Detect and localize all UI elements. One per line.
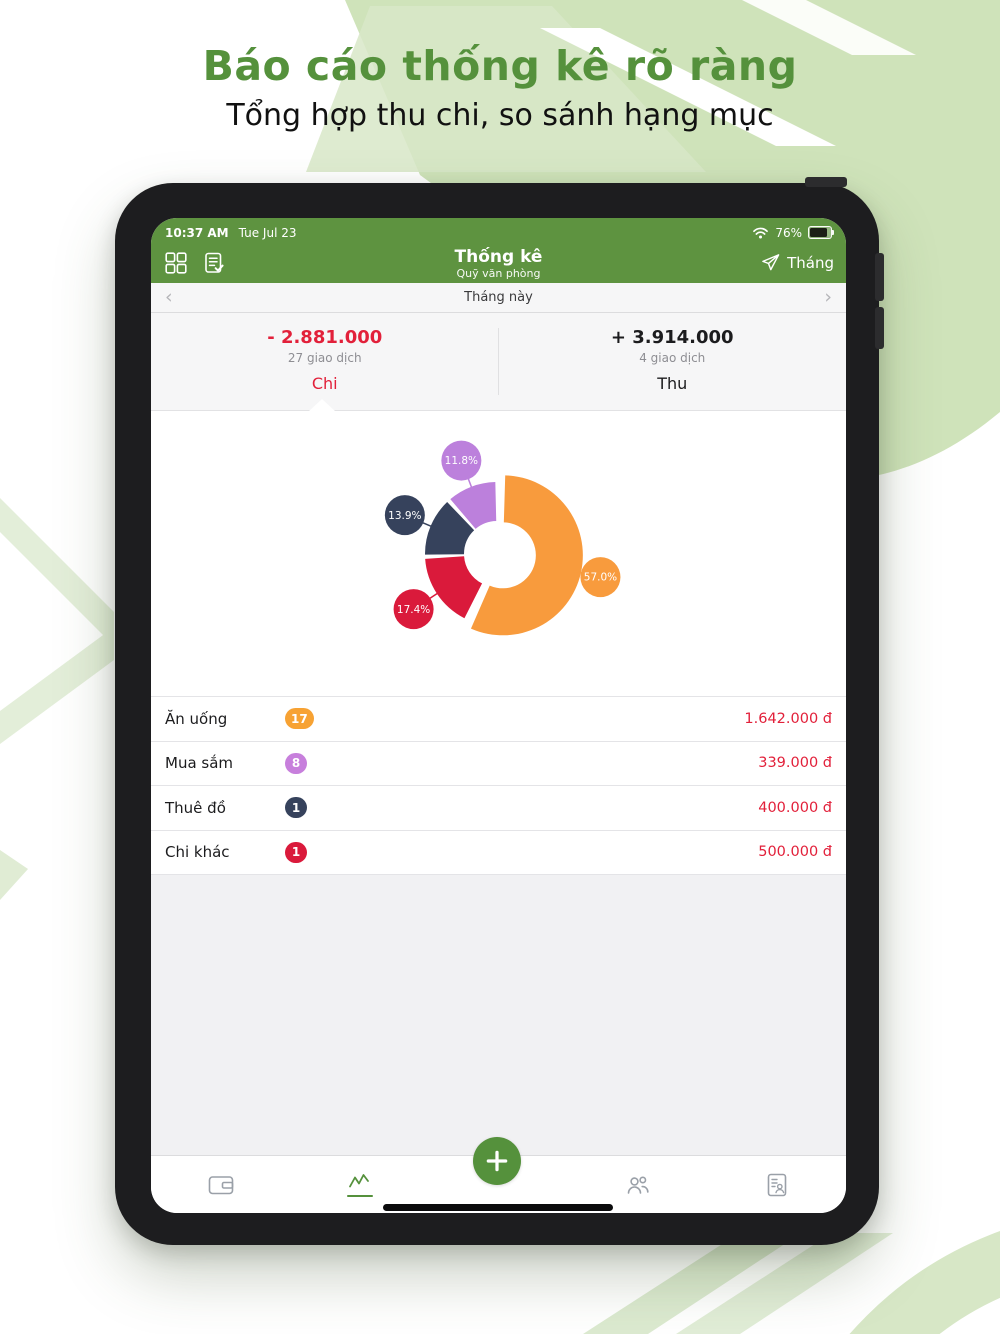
percent-bubble: [384, 495, 425, 536]
selected-tab-underline: [346, 1194, 373, 1198]
prev-period-chevron[interactable]: ‹: [165, 286, 173, 308]
category-row[interactable]: Thuê đồ 1 400.000 đ: [151, 786, 846, 831]
battery-percent: 76%: [775, 225, 802, 240]
category-count-badge: 1: [285, 841, 307, 863]
percent-label: 13.9%: [388, 510, 421, 522]
category-count-badge: 1: [285, 797, 307, 819]
home-indicator[interactable]: [383, 1204, 613, 1211]
nav-bar: Thống kê Quỹ văn phòng Tháng: [151, 245, 846, 283]
donut-slice: [450, 482, 497, 529]
contacts-icon: [767, 1173, 786, 1196]
selected-tab-notch: [309, 399, 335, 411]
send-icon: [762, 254, 780, 271]
status-bar: 10:37 AM Tue Jul 23 76%: [151, 218, 846, 245]
percent-label: 57.0%: [584, 572, 617, 584]
category-name: Ăn uống: [165, 709, 228, 728]
percent-label: 17.4%: [397, 604, 430, 616]
category-amount: 339.000 đ: [758, 755, 832, 772]
expense-tab[interactable]: - 2.881.000 27 giao dịch Chi: [151, 313, 499, 410]
category-name: Chi khác: [165, 843, 230, 862]
tab-bar: [151, 1137, 846, 1213]
category-amount: 400.000 đ: [758, 799, 832, 816]
hero: Báo cáo thống kê rõ ràng Tổng hợp thu ch…: [0, 0, 1000, 136]
status-date: Tue Jul 23: [238, 225, 297, 240]
tab-wallet[interactable]: [151, 1156, 290, 1213]
volume-down-button: [875, 307, 884, 349]
category-row[interactable]: Mua sắm 8 339.000 đ: [151, 742, 846, 786]
status-time: 10:37 AM: [165, 225, 229, 240]
wifi-icon: [753, 227, 769, 239]
summary-section: - 2.881.000 27 giao dịch Chi + 3.914.000…: [151, 313, 846, 411]
income-label: Thu: [657, 374, 688, 393]
donut-slice: [470, 475, 583, 636]
income-tab[interactable]: + 3.914.000 4 giao dịch Thu: [499, 313, 847, 410]
volume-up-button: [875, 253, 884, 301]
power-button: [805, 177, 847, 187]
percent-bubble: [580, 557, 621, 598]
percent-label: 11.8%: [445, 455, 478, 467]
category-list: Ăn uống 17 1.642.000 đ Mua sắm 8 339.000…: [151, 696, 846, 875]
period-mode-button[interactable]: Tháng: [761, 253, 834, 272]
battery-icon: [808, 226, 834, 239]
wallet-icon: [208, 1175, 233, 1194]
period-row[interactable]: ‹ Tháng này ›: [151, 283, 846, 313]
category-name: Thuê đồ: [165, 798, 226, 817]
category-count-badge: 17: [285, 708, 314, 730]
tab-contacts[interactable]: [707, 1156, 846, 1213]
chart-icon: [348, 1173, 369, 1188]
ipad-frame: 10:37 AM Tue Jul 23 76%: [115, 177, 884, 1245]
category-row[interactable]: Ăn uống 17 1.642.000 đ: [151, 697, 846, 742]
income-amount: + 3.914.000: [610, 327, 734, 348]
plus-icon: [486, 1150, 508, 1172]
category-row[interactable]: Chi khác 1 500.000 đ: [151, 831, 846, 875]
category-name: Mua sắm: [165, 754, 234, 773]
percent-bubble: [393, 589, 434, 630]
income-count: 4 giao dịch: [639, 351, 706, 365]
category-amount: 500.000 đ: [758, 844, 832, 861]
summary-divider: [498, 328, 499, 395]
page-subtitle: Quỹ văn phòng: [456, 267, 541, 280]
hero-title: Báo cáo thống kê rõ ràng: [202, 42, 798, 90]
expense-amount: - 2.881.000: [267, 327, 383, 348]
period-mode-label: Tháng: [787, 253, 834, 272]
grid-icon[interactable]: [165, 252, 187, 274]
tab-statistics[interactable]: [290, 1156, 429, 1213]
tab-groups[interactable]: [568, 1156, 707, 1213]
groups-icon: [627, 1175, 649, 1194]
next-period-chevron[interactable]: ›: [824, 286, 832, 308]
chart-area: 57.0% 17.4% 13.9% 11.8%: [151, 411, 846, 696]
donut-slice: [425, 502, 475, 555]
note-check-icon[interactable]: [203, 252, 225, 274]
expense-count: 27 giao dịch: [287, 351, 362, 365]
percent-bubble: [441, 440, 482, 481]
donut-chart[interactable]: 57.0% 17.4% 13.9% 11.8%: [151, 411, 846, 696]
app-screen: 10:37 AM Tue Jul 23 76%: [151, 218, 846, 1213]
donut-slice: [425, 556, 483, 619]
expense-label: Chi: [311, 374, 338, 393]
add-transaction-button[interactable]: [473, 1137, 521, 1185]
period-label: Tháng này: [464, 290, 533, 305]
hero-subtitle: Tổng hợp thu chi, so sánh hạng mục: [226, 98, 774, 133]
page-title: Thống kê: [454, 247, 543, 267]
category-amount: 1.642.000 đ: [744, 710, 832, 727]
category-count-badge: 8: [285, 752, 307, 774]
empty-area: [151, 875, 846, 1155]
